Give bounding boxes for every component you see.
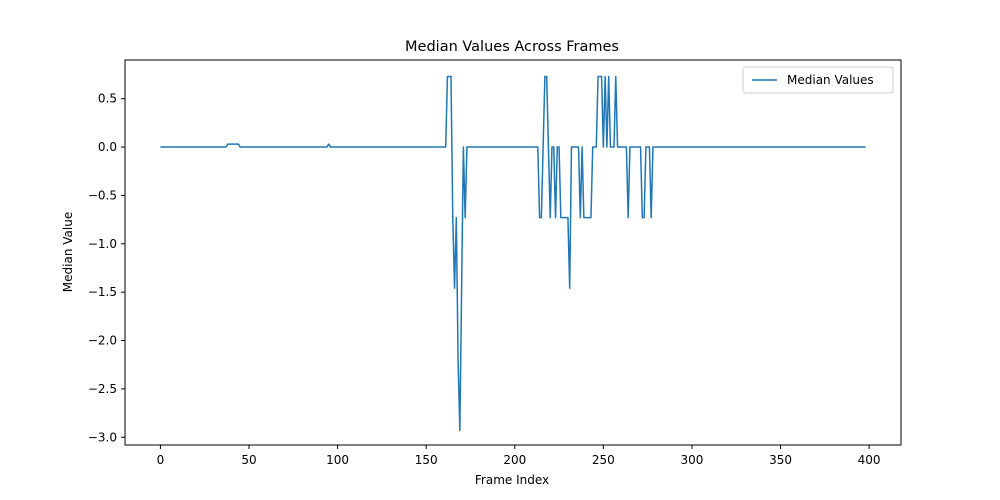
- x-tick-label: 200: [503, 453, 526, 467]
- x-axis-label: Frame Index: [475, 473, 549, 487]
- plot-area: 0 50 100 150 200 250 300 350 400 0.5 0.0 −0.5 −1.0 −…: [88, 59, 902, 467]
- y-axis-ticks: 0.5 0.0 −0.5 −1.0 −1.5 −2.0 −2.5 −3.0: [88, 92, 125, 444]
- x-axis-ticks: 0 50 100 150 200 250 300 350 400: [157, 445, 881, 467]
- x-tick-label: 50: [241, 453, 256, 467]
- y-tick-label: 0.0: [98, 140, 117, 154]
- series-line-median-values: [160, 75, 866, 432]
- y-tick-label: −1.5: [88, 285, 117, 299]
- x-tick-label: 150: [415, 453, 438, 467]
- y-tick-label: −1.0: [88, 237, 117, 251]
- y-tick-label: 0.5: [98, 92, 117, 106]
- legend-label-median-values: Median Values: [787, 73, 874, 87]
- legend: Median Values: [742, 66, 894, 94]
- y-tick-label: −2.0: [88, 334, 117, 348]
- x-tick-label: 0: [157, 453, 165, 467]
- x-tick-label: 300: [680, 453, 703, 467]
- y-tick-label: −3.0: [88, 430, 117, 444]
- legend-box: [742, 66, 894, 94]
- x-tick-label: 400: [858, 453, 881, 467]
- axes-frame: [124, 59, 902, 446]
- x-tick-label: 250: [592, 453, 615, 467]
- y-axis-label: Median Value: [61, 212, 75, 292]
- x-tick-label: 100: [326, 453, 349, 467]
- y-tick-label: −2.5: [88, 382, 117, 396]
- y-tick-label: −0.5: [88, 188, 117, 202]
- chart-title: Median Values Across Frames: [405, 39, 619, 55]
- x-tick-label: 350: [769, 453, 792, 467]
